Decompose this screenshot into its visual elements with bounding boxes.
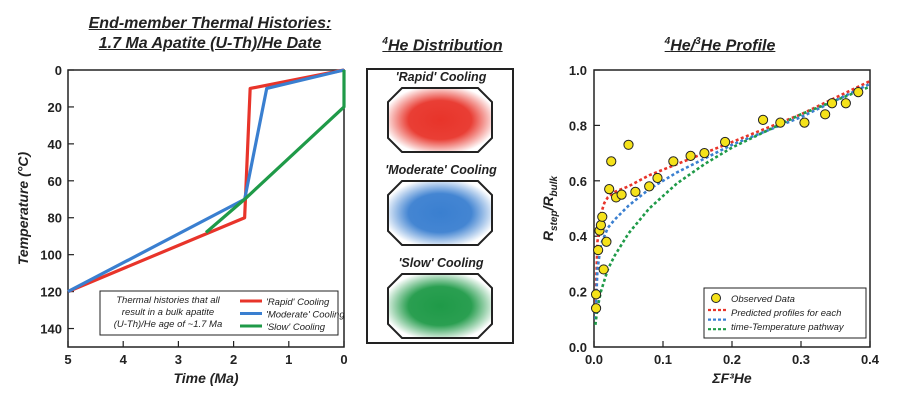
legend-note-line: Thermal histories that all — [116, 295, 220, 306]
legend-note-line: result in a bulk apatite — [122, 307, 214, 318]
legend-predicted-label-line1: Predicted profiles for each — [731, 308, 841, 319]
observed-point — [644, 181, 655, 192]
observed-point — [606, 156, 617, 167]
observed-point — [853, 87, 864, 98]
panel-b-title-main: He Distribution — [387, 37, 503, 55]
panel-c-title-mid: He/ — [670, 37, 696, 55]
y-tick-label: 0.0 — [569, 340, 587, 355]
panel-a-title-line1: End-member Thermal Histories: — [88, 15, 332, 32]
y-tick-label: 0 — [55, 63, 62, 78]
y-axis-label-slash: /R — [540, 196, 556, 212]
y-tick-label: 100 — [40, 248, 62, 263]
observed-point — [597, 211, 608, 222]
observed-point — [601, 236, 612, 247]
y-tick-label: 0.8 — [569, 118, 587, 133]
y-tick-label: 80 — [48, 211, 62, 226]
observed-point — [840, 98, 851, 109]
observed-point — [757, 114, 769, 125]
series-line-1 — [67, 68, 345, 294]
y-axis-label: Temperature (°C) — [15, 152, 31, 266]
observed-point — [590, 289, 602, 300]
legend-observed-marker — [711, 293, 721, 303]
observed-point — [595, 220, 607, 231]
blob-label-moderate: 'Moderate' Cooling — [385, 163, 497, 177]
legend-label-0: 'Rapid' Cooling — [266, 297, 330, 308]
legend-observed-label: Observed Data — [731, 294, 795, 305]
blob-label-slow: 'Slow' Cooling — [398, 256, 484, 270]
y-axis-label-sub: step — [549, 210, 560, 231]
observed-point — [598, 264, 609, 275]
observed-point — [826, 98, 838, 109]
series-line-0 — [67, 68, 345, 294]
x-axis-label: Time (Ma) — [173, 370, 238, 386]
y-tick-label: 0.6 — [569, 174, 587, 189]
x-tick-label: 0.3 — [792, 352, 810, 367]
y-tick-label: 120 — [40, 285, 62, 300]
panel-c-title-sup1: 4 — [664, 36, 671, 47]
y-tick-label: 1.0 — [569, 63, 587, 78]
x-axis-label: ΣF³He — [711, 370, 752, 386]
legend-predicted-label-line2: time-Temperature pathway — [731, 322, 845, 333]
x-tick-label: 0.2 — [723, 352, 741, 367]
predicted-profile-1 — [594, 82, 871, 320]
panel-b-title: 4He Distribution — [360, 32, 525, 56]
y-tick-label: 140 — [40, 322, 62, 337]
observed-point — [820, 109, 831, 120]
y-tick-label: 0.4 — [569, 229, 588, 244]
blob-label-rapid: 'Rapid' Cooling — [395, 70, 487, 84]
observed-point — [623, 139, 634, 150]
observed-point — [604, 184, 615, 195]
x-tick-label: 2 — [230, 352, 237, 367]
observed-point — [699, 148, 710, 159]
observed-point — [616, 189, 627, 200]
panel-c-title-end: He Profile — [700, 37, 776, 55]
x-tick-label: 0.0 — [585, 352, 603, 367]
observed-point — [720, 136, 731, 148]
series-line-2 — [204, 70, 346, 234]
he-blob-moderate — [387, 180, 493, 246]
observed-point — [668, 156, 679, 167]
predicted-profile-2 — [594, 85, 871, 326]
y-tick-label: 60 — [48, 174, 62, 189]
x-tick-label: 3 — [175, 352, 182, 367]
observed-point — [652, 172, 663, 184]
distribution-panel — [366, 68, 514, 344]
legend-box — [703, 287, 867, 339]
x-tick-label: 1 — [285, 352, 292, 367]
x-tick-label: 0.1 — [654, 352, 672, 367]
he-blob-slow — [387, 273, 493, 339]
x-tick-label: 4 — [120, 352, 128, 367]
y-axis-label-sub: bulk — [549, 175, 560, 196]
legend-box — [99, 290, 339, 336]
x-tick-label: 5 — [64, 352, 71, 367]
y-tick-label: 0.2 — [569, 285, 587, 300]
panel-b-title-sup: 4 — [382, 36, 388, 47]
panel-a-title: End-member Thermal Histories: 1.7 Ma Apa… — [60, 14, 360, 54]
panel-a-title-line2: 1.7 Ma Apatite (U-Th)/He Date — [98, 35, 322, 52]
x-tick-label: 0.4 — [861, 352, 880, 367]
legend-note-line: (U-Th)/He age of ~1.7 Ma — [114, 319, 223, 330]
y-axis-label: Rstep/Rbulk — [540, 175, 560, 241]
observed-point — [630, 186, 641, 197]
x-tick-label: 0 — [340, 352, 347, 367]
observed-point — [799, 117, 810, 128]
observed-point — [685, 150, 696, 161]
he-blob-rapid — [387, 87, 493, 153]
y-tick-label: 40 — [48, 137, 62, 152]
legend-label-2: 'Slow' Cooling — [266, 322, 326, 333]
observed-point — [590, 303, 602, 314]
panel-c-title-sup2: 3 — [695, 36, 701, 47]
y-tick-label: 20 — [48, 100, 62, 115]
legend-label-1: 'Moderate' Cooling — [266, 310, 345, 321]
observed-point — [593, 244, 604, 256]
observed-point — [775, 117, 786, 128]
plot-frame — [67, 69, 345, 348]
panel-c-title: 4He/3He Profile — [600, 32, 840, 56]
